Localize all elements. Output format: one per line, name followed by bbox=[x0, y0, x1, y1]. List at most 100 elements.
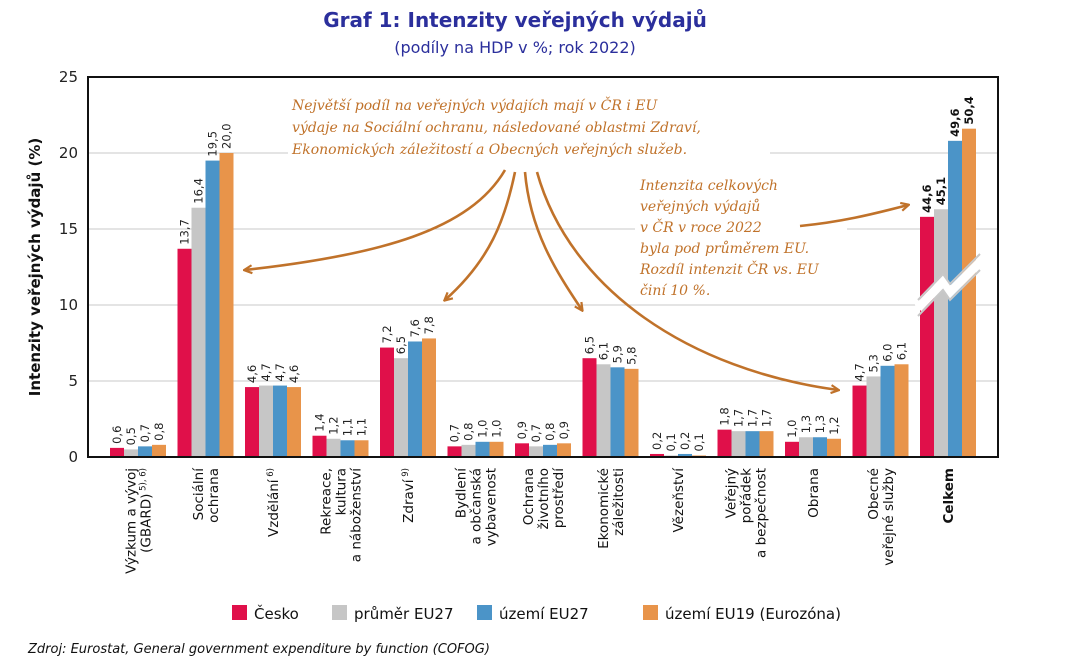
data-label: 4,6 bbox=[287, 365, 301, 383]
bar bbox=[475, 441, 490, 457]
bar bbox=[880, 365, 895, 457]
annotation-total-line: činí 10 %. bbox=[640, 283, 710, 299]
data-label: 13,7 bbox=[178, 219, 192, 245]
category-labels: Výzkum a vývoj(GBARD) 5), 6) Sociálníochr… bbox=[124, 467, 958, 574]
data-label: 1,7 bbox=[746, 409, 760, 427]
data-label: 5,8 bbox=[625, 347, 639, 365]
data-label: 0,8 bbox=[462, 423, 476, 441]
data-label: 1,1 bbox=[355, 418, 369, 436]
y-axis-ticks: 0 5 10 15 20 25 bbox=[59, 68, 78, 466]
bar bbox=[422, 338, 436, 457]
data-label: 1,0 bbox=[476, 420, 490, 438]
bar bbox=[799, 437, 813, 457]
legend-swatch bbox=[332, 605, 347, 620]
data-label: 6,1 bbox=[895, 342, 909, 360]
bar bbox=[394, 358, 408, 457]
data-label: 0,8 bbox=[152, 423, 166, 441]
bar bbox=[354, 440, 369, 457]
data-label: 1,3 bbox=[799, 415, 813, 433]
bar bbox=[610, 367, 625, 457]
bar bbox=[745, 431, 760, 457]
data-label: 1,4 bbox=[313, 413, 327, 431]
bar bbox=[894, 364, 909, 457]
bar bbox=[934, 209, 948, 457]
y-tick-label: 0 bbox=[68, 448, 78, 466]
data-label: 7,6 bbox=[408, 319, 422, 337]
bar bbox=[920, 216, 934, 457]
bar bbox=[380, 347, 394, 457]
data-label: 0,5 bbox=[124, 427, 138, 445]
bar bbox=[962, 128, 976, 457]
bar bbox=[408, 341, 422, 457]
data-label: 5,9 bbox=[611, 345, 625, 363]
data-label: 20,0 bbox=[220, 123, 234, 149]
axis-break-mark bbox=[914, 253, 984, 317]
bar bbox=[259, 385, 273, 457]
bar bbox=[138, 446, 152, 457]
y-tick-label: 5 bbox=[68, 372, 78, 390]
category-label: Vzdělání 6) bbox=[266, 468, 282, 537]
bar bbox=[759, 431, 774, 457]
annotation-arrow bbox=[535, 171, 838, 390]
data-label: 4,7 bbox=[259, 363, 273, 381]
legend-label: průměr EU27 bbox=[354, 605, 454, 623]
bar bbox=[813, 437, 827, 457]
bar bbox=[287, 387, 301, 457]
data-label: 0,8 bbox=[543, 423, 557, 441]
data-label: 0,9 bbox=[515, 421, 529, 439]
bars bbox=[110, 128, 976, 457]
y-tick-label: 25 bbox=[59, 68, 78, 86]
data-label: 4,7 bbox=[853, 363, 867, 381]
annotation-main-line: Největší podíl na veřejných výdajích maj… bbox=[291, 95, 658, 114]
data-label: 5,3 bbox=[867, 354, 881, 372]
bar bbox=[827, 438, 841, 457]
y-axis-label: Intenzity veřejných výdajů (%) bbox=[26, 138, 44, 396]
data-label: 19,5 bbox=[206, 131, 220, 157]
annotation-arrow bbox=[523, 171, 582, 310]
bar bbox=[312, 435, 327, 457]
legend-swatch bbox=[477, 605, 492, 620]
legend: Česko průměr EU27 území EU27 území EU19 (Eu… bbox=[232, 604, 841, 623]
bar bbox=[205, 160, 220, 457]
data-label: 1,7 bbox=[760, 409, 774, 427]
bar bbox=[245, 387, 259, 457]
data-label: 0,7 bbox=[529, 424, 543, 442]
bar bbox=[124, 449, 138, 457]
data-label: 0,9 bbox=[557, 421, 571, 439]
bar bbox=[543, 444, 557, 457]
bar bbox=[596, 364, 611, 457]
bar bbox=[152, 444, 166, 457]
annotation-total-line: Intenzita celkových bbox=[639, 177, 778, 194]
bar bbox=[717, 429, 732, 457]
bar bbox=[515, 443, 529, 457]
bar bbox=[177, 248, 192, 457]
bar bbox=[489, 441, 504, 457]
bar bbox=[326, 438, 341, 457]
data-label: 4,6 bbox=[245, 365, 259, 383]
annotation-arrow bbox=[445, 171, 517, 300]
bar bbox=[557, 443, 571, 457]
data-label: 4,7 bbox=[273, 363, 287, 381]
bar bbox=[340, 440, 355, 457]
bar bbox=[273, 385, 287, 457]
data-label: 6,0 bbox=[881, 344, 895, 362]
annotation-total-line: v ČR v roce 2022 bbox=[640, 217, 762, 236]
category-label: Sociálníochrana bbox=[191, 467, 222, 523]
annotation-total-line: Rozdíl intenzit ČR vs. EU bbox=[639, 259, 820, 278]
annotation-total-line: byla pod průměrem EU. bbox=[640, 240, 809, 257]
bar bbox=[582, 358, 597, 457]
legend-label: území EU19 (Eurozóna) bbox=[665, 605, 841, 623]
bar bbox=[785, 441, 799, 457]
category-label: Veřejnýpořádeka bezpečnost bbox=[724, 468, 770, 558]
data-label: 1,2 bbox=[327, 416, 341, 434]
data-label: 1,3 bbox=[813, 415, 827, 433]
bar bbox=[731, 431, 746, 457]
annotation-main-line: Ekonomických záležitostí a Obecných veře… bbox=[291, 141, 687, 158]
legend-label: Česko bbox=[254, 604, 299, 623]
source-note: Zdroj: Eurostat, General government expe… bbox=[27, 642, 490, 657]
category-label: Obecnéveřejné služby bbox=[866, 468, 897, 566]
category-label: Vězeňství bbox=[671, 467, 687, 533]
category-label: Obrana bbox=[806, 468, 822, 518]
bar bbox=[866, 376, 881, 457]
legend-label: území EU27 bbox=[499, 605, 589, 623]
